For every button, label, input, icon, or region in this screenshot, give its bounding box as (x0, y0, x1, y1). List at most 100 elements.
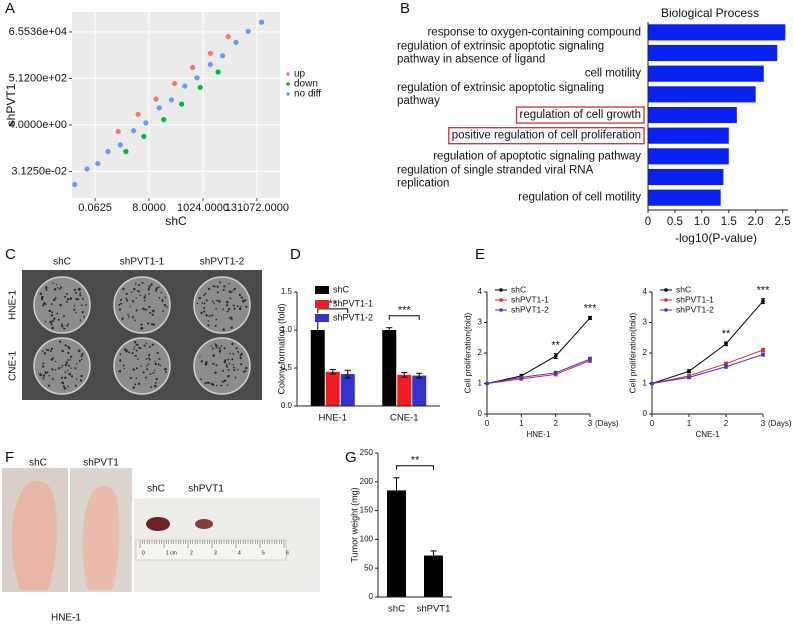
y-axis-label: Colony formation (fold) (276, 303, 286, 394)
colony (230, 316, 233, 319)
category-label: positive regulation of cell proliferatio… (452, 130, 641, 142)
marker (650, 381, 654, 386)
colony (228, 282, 230, 285)
colony (154, 362, 157, 366)
colony (230, 291, 233, 294)
colony (236, 368, 239, 371)
bar (648, 189, 721, 206)
colony (198, 296, 202, 300)
marker (761, 299, 765, 303)
colony (143, 344, 146, 347)
point (84, 166, 90, 172)
colony (56, 312, 59, 315)
category-label: regulation of cell growth (520, 109, 641, 121)
point (207, 61, 214, 68)
mouse-label: shPVT1 (83, 458, 119, 469)
marker (485, 381, 489, 386)
colony (75, 311, 77, 314)
colony (163, 304, 167, 307)
line (486, 360, 591, 384)
x-axis-label: HNE-1 (526, 430, 551, 439)
colony (226, 310, 229, 313)
y-tick-label: 4.0000e+00 (9, 119, 67, 131)
y-tick-label: 0.0 (281, 401, 293, 410)
colony (233, 369, 236, 372)
colony (50, 322, 53, 326)
colony (42, 374, 46, 377)
legend-label: shPVT1-1 (333, 298, 373, 308)
colony (67, 385, 70, 388)
y-tick-label: 0 (369, 592, 374, 601)
bar (648, 127, 729, 144)
plate (113, 337, 171, 395)
colony (49, 320, 52, 324)
colony (216, 299, 219, 302)
colony (66, 300, 68, 303)
point (123, 148, 129, 155)
legend-marker (664, 288, 668, 292)
colony (142, 371, 145, 374)
colony (39, 373, 42, 376)
legend-swatch (315, 286, 329, 294)
colony (85, 304, 87, 306)
line (651, 354, 764, 384)
x-tick-label: 0 (650, 419, 655, 428)
colony (228, 317, 231, 319)
category-label: regulation of cell motility (518, 192, 641, 204)
colony (62, 315, 65, 318)
y-axis-label: shPVT1 (4, 83, 18, 126)
colony (152, 372, 155, 374)
colony (228, 308, 230, 310)
marker (724, 361, 728, 366)
colony (80, 304, 83, 307)
colony (231, 318, 233, 321)
ruler-ticks: 0 1 cm 2 3 4 5 6 (139, 540, 289, 556)
colony (42, 377, 45, 380)
colony (129, 305, 131, 308)
colony (212, 347, 214, 350)
colony (231, 358, 234, 361)
colony (207, 287, 211, 291)
colony-photo: C shC shPVT1-1 shPVT1-2 HNE-1 CNE-1 (5, 246, 262, 400)
colony (147, 363, 150, 365)
colony (137, 289, 140, 293)
significance-label: *** (757, 285, 771, 297)
bar (382, 330, 397, 406)
x-tick-label: 1 (687, 419, 692, 428)
colony (68, 347, 71, 350)
colony (166, 305, 168, 308)
colony (205, 314, 208, 317)
colony (241, 296, 244, 299)
tumor-label: shC (147, 484, 165, 495)
colony (127, 315, 130, 318)
colony (141, 281, 144, 284)
colony (143, 296, 146, 299)
colony (135, 297, 138, 299)
colony (237, 351, 240, 354)
category-label: pathway (397, 95, 440, 107)
colony (64, 371, 67, 373)
colony (232, 304, 235, 307)
colony (214, 343, 216, 345)
colony (148, 358, 151, 361)
marker (724, 342, 728, 346)
colony (123, 367, 126, 370)
colony (42, 365, 45, 368)
bar (648, 106, 737, 124)
colony (57, 367, 61, 370)
colony (203, 310, 206, 313)
highlight-box (448, 127, 645, 145)
colony (42, 304, 45, 307)
x-tick-label: CNE-1 (390, 413, 419, 424)
colony (79, 294, 82, 297)
colony (70, 375, 74, 378)
category-label: regulation of apoptotic signaling pathwa… (433, 150, 641, 162)
colony (208, 315, 211, 317)
colony (67, 359, 69, 361)
colony (148, 357, 150, 359)
tumor (146, 517, 170, 531)
marker (519, 375, 524, 380)
colony (48, 374, 50, 377)
colony (213, 302, 215, 305)
colony (239, 356, 242, 360)
